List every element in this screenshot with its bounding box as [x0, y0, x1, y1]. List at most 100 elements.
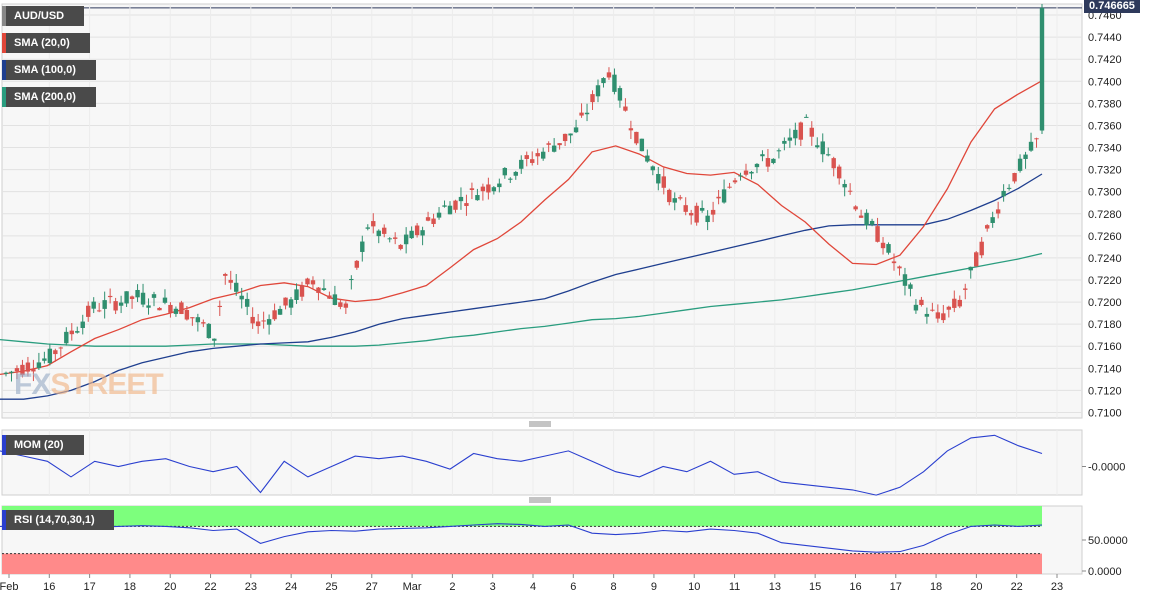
candle-bull: [140, 292, 146, 305]
candle-bull: [782, 140, 787, 144]
candle-bull: [617, 88, 623, 101]
candle-bull: [102, 300, 107, 309]
sma100-swatch: [2, 60, 6, 80]
candle-bear: [891, 261, 897, 264]
candle-bull: [349, 278, 354, 281]
candle-bull: [420, 230, 425, 236]
y-tick-label: 0.7400: [1088, 76, 1122, 88]
candle-bear: [255, 321, 261, 327]
rsi-swatch: [2, 510, 6, 530]
candle-bear: [69, 330, 74, 335]
candle-bull: [206, 323, 212, 339]
x-tick-label: 10: [688, 581, 700, 593]
candle-bear: [579, 112, 584, 116]
candle-bull: [968, 266, 973, 271]
candle-bull: [584, 112, 590, 115]
legend-mom-label: MOM (20): [14, 439, 64, 451]
legend-rsi-label: RSI (14,70,30,1): [14, 514, 95, 526]
candle-bear: [557, 143, 562, 146]
candle-bull: [376, 230, 381, 237]
candle-bear: [14, 368, 20, 372]
candle-bear: [20, 364, 25, 376]
candle-bull: [502, 167, 508, 176]
candle-bull: [442, 205, 447, 207]
legend-rsi[interactable]: RSI (14,70,30,1): [2, 510, 114, 530]
candle-bear: [53, 350, 58, 355]
x-tick-label: 4: [530, 581, 536, 593]
candle-bull: [36, 362, 42, 369]
candle-bull: [645, 155, 650, 162]
candle-bear: [667, 189, 672, 203]
x-tick-label: 22: [204, 581, 216, 593]
candle-bear: [562, 133, 568, 142]
candle-bull: [826, 154, 831, 156]
candle-bull: [91, 301, 96, 309]
candle-bull: [793, 129, 798, 139]
x-tick-label: 2: [449, 581, 455, 593]
x-tick-label: Feb: [0, 581, 18, 593]
candle-bear: [984, 225, 990, 229]
candle-bear: [316, 287, 321, 293]
candle-bull: [266, 319, 272, 325]
candle-bull: [195, 317, 201, 323]
candle-bear: [979, 241, 984, 256]
candle-bull: [234, 282, 239, 292]
candle-bear: [952, 298, 957, 308]
legend-sma20[interactable]: SMA (20,0): [2, 33, 90, 53]
mom-swatch: [2, 435, 6, 455]
candle-bull: [771, 158, 776, 164]
candle-bull: [1017, 158, 1023, 171]
candle-bear: [727, 186, 732, 188]
candle-bear: [809, 127, 814, 137]
candle-bear: [250, 316, 255, 324]
x-tick-label: 25: [325, 581, 337, 593]
candle-bear: [305, 278, 310, 285]
candle-bull: [908, 284, 913, 289]
candle-bull: [820, 141, 825, 155]
candle-bear: [469, 188, 475, 191]
candle-bull: [595, 85, 601, 97]
y-tick-label: 0.7340: [1088, 143, 1122, 155]
candle-bear: [283, 297, 288, 306]
candle-bear: [716, 196, 721, 199]
legend-sma100-label: SMA (100,0): [14, 64, 76, 76]
candle-bull: [294, 289, 299, 300]
candle-bull: [913, 304, 919, 311]
rsi-line: [0, 523, 1043, 553]
candle-bear: [957, 299, 962, 307]
candle-bull: [601, 78, 606, 84]
candle-bear: [897, 266, 902, 269]
x-tick-label: 20: [164, 581, 176, 593]
candle-bear: [217, 305, 222, 308]
x-tick-label: 13: [769, 581, 781, 593]
legend-symbol-label: AUD/USD: [14, 10, 65, 22]
sma20-line: [0, 80, 1043, 376]
candle-bull: [403, 234, 409, 245]
y-tick-label: 0.7300: [1088, 187, 1122, 199]
candle-bear: [661, 176, 666, 188]
candle-bull: [672, 198, 677, 203]
y-tick-label: 0.7160: [1088, 341, 1122, 353]
rsi-oversold-zone: [2, 553, 1042, 574]
legend-symbol[interactable]: AUD/USD: [2, 6, 84, 26]
legend-sma100[interactable]: SMA (100,0): [2, 60, 96, 80]
candle-bull: [173, 308, 179, 314]
candle-bear: [765, 158, 771, 167]
candle-bull: [886, 244, 891, 253]
legend-mom[interactable]: MOM (20): [2, 435, 84, 455]
candle-bear: [371, 221, 376, 227]
x-tick-label: 18: [124, 581, 136, 593]
candle-bear: [425, 217, 431, 221]
candle-bull: [409, 230, 414, 239]
candle-bull: [212, 338, 217, 341]
legend-sma200[interactable]: SMA (200,0): [2, 87, 96, 107]
candle-bull: [540, 151, 546, 159]
candle-bear: [710, 209, 716, 215]
candle-bear: [299, 285, 305, 297]
candle-bull: [288, 299, 294, 308]
candle-bull: [573, 127, 579, 133]
sma200-swatch: [2, 87, 6, 107]
candle-bear: [546, 143, 551, 145]
